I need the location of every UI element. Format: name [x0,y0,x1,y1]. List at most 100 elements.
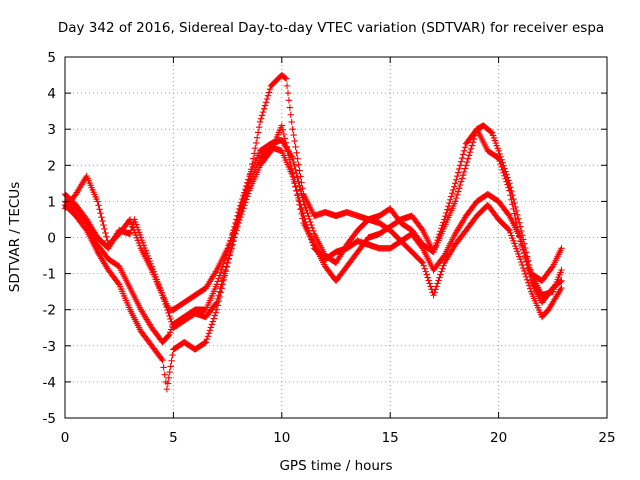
data-point [295,196,302,204]
data-point [98,213,105,221]
y-tick-label: -1 [43,267,56,283]
data-point [500,169,507,177]
data-point [287,160,294,168]
data-point [515,228,522,236]
data-point [452,198,459,205]
data-point [508,196,515,203]
data-point [164,380,172,387]
data-point [213,299,220,306]
data-point [558,245,565,252]
data-point [263,95,271,103]
data-point [294,192,301,199]
data-point [297,186,304,193]
data-point [99,217,106,225]
data-point [521,249,528,257]
data-point [97,210,104,217]
data-point [225,255,232,263]
data-point [502,175,509,182]
data-point [511,210,518,217]
data-point [228,245,235,252]
data-point [254,129,262,136]
data-point [431,245,438,253]
data-point [459,151,467,158]
data-point [526,285,534,292]
data-point [207,324,215,331]
data-point [283,82,291,90]
data-point [423,271,430,278]
chart-title: Day 342 of 2016, Sidereal Day-to-day VTE… [58,20,604,36]
data-point [505,226,512,233]
data-point [304,210,311,217]
data-point [211,312,218,319]
data-point [298,190,305,197]
data-point [435,277,442,284]
grid [65,57,607,418]
data-point [284,89,292,97]
data-point [288,165,295,172]
data-point [435,233,442,241]
data-point [286,156,293,163]
data-point [426,280,433,287]
series-track-4 [61,122,565,331]
data-point [450,186,457,194]
data-point [524,279,532,286]
data-point [208,321,216,328]
data-point [442,212,449,220]
data-point [519,243,526,251]
y-tick-label: 5 [47,50,56,66]
data-point [454,172,461,180]
data-point [455,165,463,173]
data-point [261,102,269,109]
data-point [504,181,511,188]
data-point [453,176,460,183]
data-point [214,295,221,303]
data-point [521,267,528,275]
data-point [164,332,172,340]
data-point [291,137,298,145]
data-point [436,274,443,281]
data-point [430,292,437,299]
y-tick-label: -2 [43,303,56,319]
data-point [229,241,236,248]
data-point [160,364,167,371]
data-point [227,248,234,256]
data-point [296,167,303,174]
data-point [513,219,520,226]
data-point [498,163,505,171]
data-point [285,152,292,159]
data-point [289,169,296,176]
data-point [160,295,167,302]
data-point [558,277,565,285]
data-point [256,118,264,126]
x-tick-label: 20 [490,430,507,446]
data-point [519,261,526,269]
data-point [216,288,223,295]
data-point [298,210,305,218]
data-point [516,233,523,240]
data-point [443,209,450,217]
data-point [218,281,225,288]
data-point [523,276,531,284]
data-point [444,206,451,213]
data-point [522,255,530,263]
data-point [468,142,476,149]
data-point [203,336,211,343]
data-point [159,357,166,364]
data-point [296,201,303,208]
data-point [427,283,434,290]
data-point [168,357,175,364]
data-point [266,85,274,93]
data-point [292,143,299,151]
data-point [451,183,458,190]
data-point [298,179,305,186]
data-point [290,173,297,181]
data-point [303,207,310,214]
data-point [438,225,445,232]
data-point [244,193,251,200]
data-point [512,214,519,222]
data-points [61,71,565,393]
data-point [456,181,464,189]
data-point [525,264,533,271]
data-point [206,327,214,334]
data-point [449,189,456,197]
